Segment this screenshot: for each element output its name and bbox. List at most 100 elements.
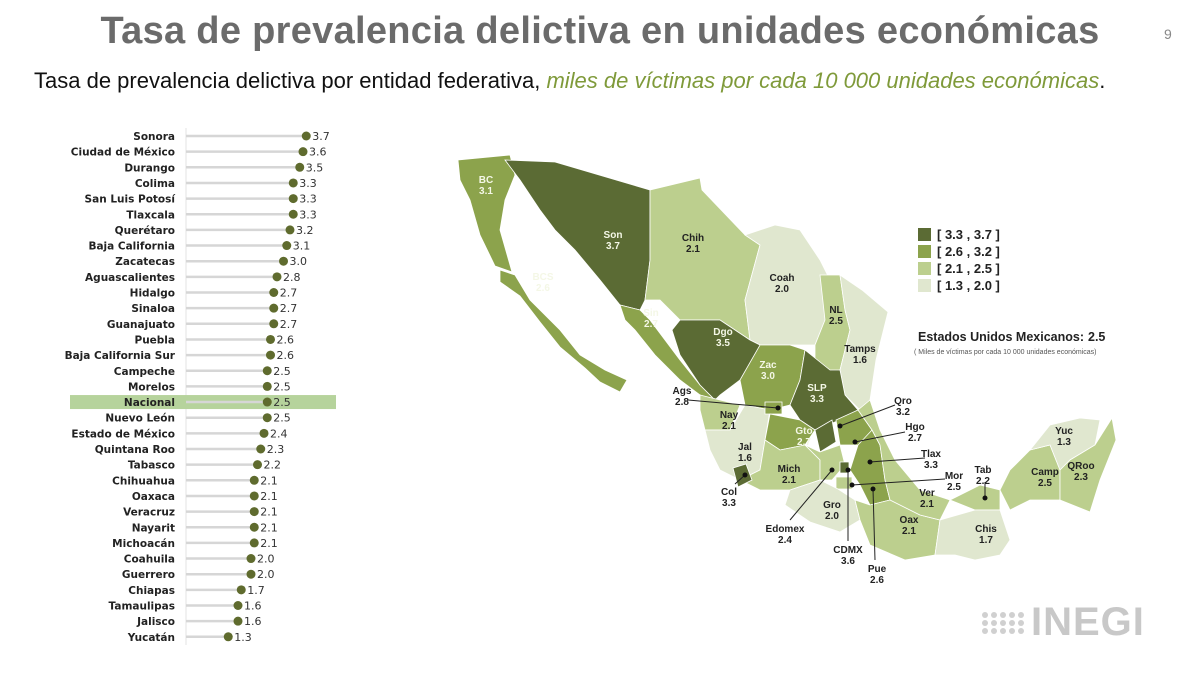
lollipop-dot (269, 303, 279, 313)
lollipop-dot (233, 616, 243, 626)
value-label: 3.2 (296, 224, 314, 237)
leader-dot (775, 405, 781, 411)
leader-line (851, 478, 946, 486)
category-label: Puebla (135, 334, 176, 346)
leader-line (869, 457, 926, 463)
state-value: 2.7 (797, 437, 811, 448)
leader-dot (845, 467, 851, 473)
lollipop-dot (256, 444, 266, 454)
category-label: Tabasco (128, 460, 175, 472)
state-label: Yuc (1055, 426, 1073, 437)
state-label: Chis (975, 524, 997, 535)
lollipop-dot (259, 428, 269, 438)
national-value: 2.5 (1088, 330, 1105, 344)
state-label: Coah (770, 273, 795, 284)
state-value: 2.5 (1038, 478, 1052, 489)
state-label: Hgo (905, 422, 924, 433)
category-label: Ciudad de México (71, 147, 175, 159)
leader-dot (829, 467, 835, 473)
category-label: Estado de México (71, 428, 175, 440)
category-label: Campeche (114, 366, 175, 378)
state-label: BC (479, 175, 493, 186)
lollipop-dot (236, 585, 246, 595)
category-label: Morelos (128, 381, 175, 393)
lollipop-dot (249, 538, 259, 548)
lollipop-dot (223, 632, 233, 642)
value-label: 3.5 (306, 161, 324, 174)
lollipop-dot (272, 272, 282, 282)
page-number: 9 (1164, 26, 1172, 42)
category-label: Nuevo León (105, 413, 175, 425)
state-value: 1.7 (979, 535, 993, 546)
state-label: Oax (900, 515, 919, 526)
value-label: 2.1 (260, 521, 278, 534)
state-label: Tlax (921, 449, 941, 460)
state-qro (814, 419, 837, 453)
category-label: Tlaxcala (126, 209, 175, 221)
state-mor (835, 476, 853, 490)
lollipop-dot (288, 194, 298, 204)
state-value: 2.4 (778, 535, 792, 546)
leader-dot (849, 482, 855, 488)
inegi-logo: INEGI (982, 600, 1145, 645)
state-label: Nay (720, 410, 739, 421)
leader-dot (852, 439, 858, 445)
state-label: NL (829, 305, 842, 316)
state-label: Mor (945, 471, 963, 482)
state-value: 2.1 (686, 244, 700, 255)
value-label: 2.5 (273, 396, 291, 409)
national-note: ( Miles de víctimas por cada 10 000 unid… (914, 349, 1096, 356)
state-value: 2.1 (920, 499, 934, 510)
state-label: Ver (919, 488, 935, 499)
category-label: Hidalgo (130, 288, 175, 300)
category-label: Baja California (88, 241, 175, 253)
state-value: 1.3 (1057, 437, 1071, 448)
lollipop-dot (282, 241, 292, 251)
lollipop-dot (253, 460, 262, 470)
state-bc (457, 154, 516, 273)
state-value: 1.6 (853, 355, 867, 366)
state-label: Gro (823, 500, 841, 511)
category-label: Guanajuato (107, 319, 175, 331)
lollipop-dot (233, 601, 243, 610)
state-value: 2.6 (870, 575, 884, 586)
lollipop-dot (298, 147, 308, 157)
lollipop-dot (295, 162, 305, 172)
value-label: 2.2 (264, 459, 282, 472)
leader-dot (742, 472, 748, 478)
category-label: Nayarit (132, 522, 175, 534)
category-label: Sinaloa (131, 303, 175, 315)
state-value: 2.8 (675, 397, 689, 408)
state-label: Jal (738, 442, 752, 453)
state-value: 2.2 (976, 476, 990, 487)
state-value: 2.5 (829, 316, 843, 327)
value-label: 2.1 (260, 490, 278, 503)
leader-dot (870, 486, 876, 492)
category-label: Querétaro (115, 225, 175, 237)
lollipop-dot (262, 366, 272, 376)
value-label: 1.6 (244, 615, 262, 628)
value-label: 2.4 (270, 427, 288, 440)
lollipop-dot (262, 397, 272, 407)
value-label: 2.6 (277, 333, 295, 346)
category-label: Baja California Sur (65, 350, 176, 362)
state-value: 3.5 (716, 338, 730, 349)
state-label: Gto (795, 426, 812, 437)
state-label: Qro (894, 396, 912, 407)
lollipop-dot (269, 288, 279, 297)
value-label: 3.1 (293, 240, 311, 253)
category-label: Guerrero (122, 569, 175, 581)
state-value: 2.7 (908, 433, 922, 444)
state-value: 2.7 (644, 319, 658, 330)
subtitle-text: Tasa de prevalencia delictiva por entida… (34, 68, 547, 93)
state-value: 2.1 (782, 475, 796, 486)
lollipop-dot (246, 554, 256, 564)
state-chih (644, 177, 761, 341)
lollipop-dot (246, 569, 256, 579)
state-label: SLP (807, 383, 827, 394)
state-value: 2.6 (536, 283, 550, 294)
inegi-logo-text: INEGI (1031, 600, 1145, 644)
state-value: 3.0 (761, 371, 775, 382)
state-value: 2.0 (775, 284, 789, 295)
